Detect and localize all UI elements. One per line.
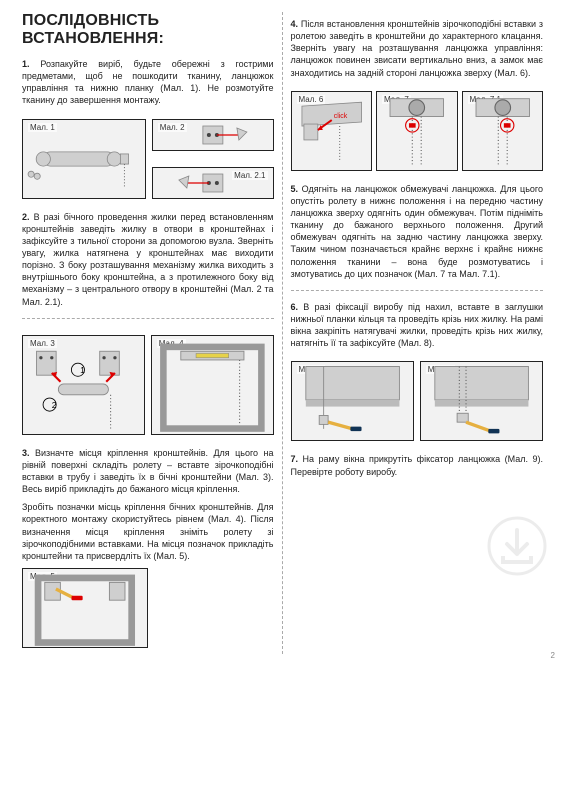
step-4-text: 4. Після встановлення кронштейнів зірочк… <box>291 18 544 79</box>
figure-7-1: Мал. 7.1 <box>462 91 544 171</box>
figure-4: Мал. 4 <box>151 335 274 435</box>
divider <box>291 290 544 291</box>
figure-9: Мал. 9 <box>420 361 543 441</box>
bracket-thread-alt-icon <box>153 168 273 198</box>
click-insert-icon: click <box>292 92 372 170</box>
page-title: ПОСЛІДОВНІСТЬ ВСТАНОВЛЕННЯ: <box>22 12 274 48</box>
chain-fixer-icon <box>421 362 542 440</box>
figure-2: Мал. 2 <box>152 119 274 151</box>
limiter-front-icon <box>377 92 457 170</box>
figure-5: Мал. 5 <box>22 568 148 648</box>
step-2-text: 2. В разі бічного проведення жилки перед… <box>22 211 274 308</box>
figure-6: Мал. 6 click <box>291 91 373 171</box>
figure-7: Мал. 7 <box>376 91 458 171</box>
figure-3: Мал. 3 2 1 <box>22 335 145 435</box>
tensioner-icon <box>292 362 413 440</box>
step-3b-text: Зробіть позначки місць кріплення бічних … <box>22 501 274 562</box>
step-5-text: 5. Одягніть на ланцюжок обмежувачі ланцю… <box>291 183 544 280</box>
bracket-thread-icon <box>153 120 273 150</box>
page-number: 2 <box>551 651 555 660</box>
step-1-text: 1. Розпакуйте виріб, будьте обережні з г… <box>22 58 274 107</box>
figure-8: Мал. 8 <box>291 361 414 441</box>
drill-bracket-icon <box>23 569 147 647</box>
figure-2-1: Мал. 2.1 <box>152 167 274 199</box>
frame-level-icon <box>152 336 273 434</box>
divider <box>22 318 274 319</box>
click-label: click <box>333 113 347 120</box>
assemble-roller-icon: 2 1 <box>23 336 144 434</box>
step-3a-text: 3. Визначте місця кріплення кронштейнів.… <box>22 447 274 496</box>
step-6-text: 6. В разі фіксації виробу під нахил, вст… <box>291 301 544 350</box>
figure-1: Мал. 1 <box>22 119 146 199</box>
step-7-text: 7. На раму вікна прикрутіть фіксатор лан… <box>291 453 544 477</box>
roller-exploded-icon <box>23 120 145 198</box>
limiter-back-icon <box>463 92 543 170</box>
